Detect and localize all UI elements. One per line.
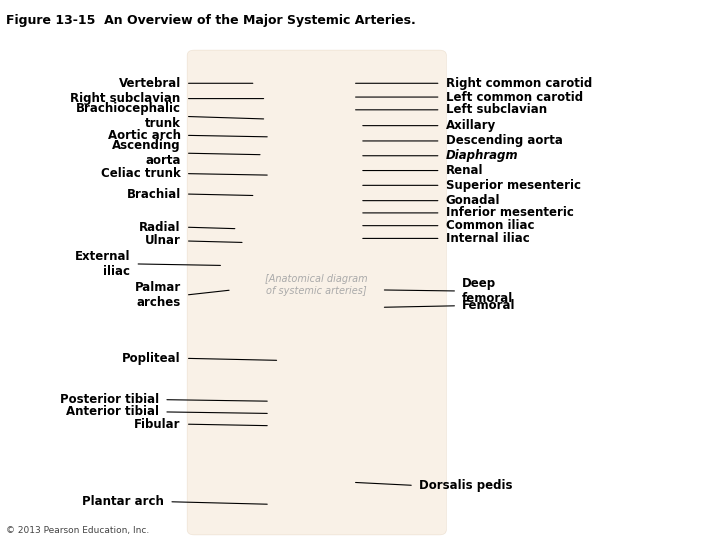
Text: Ulnar: Ulnar: [145, 234, 181, 247]
Text: Popliteal: Popliteal: [122, 352, 181, 365]
Text: © 2013 Pearson Education, Inc.: © 2013 Pearson Education, Inc.: [6, 526, 149, 535]
Text: [Anatomical diagram
of systemic arteries]: [Anatomical diagram of systemic arteries…: [266, 274, 368, 296]
Text: Anterior tibial: Anterior tibial: [66, 406, 159, 419]
Text: Diaphragm: Diaphragm: [446, 149, 518, 162]
Text: Plantar arch: Plantar arch: [82, 495, 164, 508]
Text: External
iliac: External iliac: [75, 250, 130, 278]
Text: Descending aorta: Descending aorta: [446, 134, 562, 147]
Text: Left subclavian: Left subclavian: [446, 103, 546, 116]
Text: Palmar
arches: Palmar arches: [135, 281, 181, 309]
Text: Vertebral: Vertebral: [119, 77, 181, 90]
Text: Common iliac: Common iliac: [446, 219, 534, 232]
Text: Ascending
aorta: Ascending aorta: [112, 139, 181, 167]
Text: Gonadal: Gonadal: [446, 194, 500, 207]
Text: Deep
femoral: Deep femoral: [462, 277, 513, 305]
Text: Internal iliac: Internal iliac: [446, 232, 529, 245]
Text: Left common carotid: Left common carotid: [446, 91, 582, 104]
Text: Fibular: Fibular: [134, 417, 181, 431]
Text: Superior mesenteric: Superior mesenteric: [446, 179, 581, 192]
Text: Brachial: Brachial: [127, 187, 181, 200]
Text: Axillary: Axillary: [446, 119, 496, 132]
Text: Posterior tibial: Posterior tibial: [60, 393, 159, 406]
Text: Right common carotid: Right common carotid: [446, 77, 592, 90]
Text: Inferior mesenteric: Inferior mesenteric: [446, 206, 574, 219]
Text: Right subclavian: Right subclavian: [71, 92, 181, 105]
Text: Brachiocephalic
trunk: Brachiocephalic trunk: [76, 103, 181, 131]
Text: Renal: Renal: [446, 164, 483, 177]
Text: Femoral: Femoral: [462, 299, 516, 312]
Text: Celiac trunk: Celiac trunk: [101, 167, 181, 180]
Text: Aortic arch: Aortic arch: [108, 129, 181, 142]
Text: Dorsalis pedis: Dorsalis pedis: [419, 479, 513, 492]
Text: Radial: Radial: [139, 221, 181, 234]
FancyBboxPatch shape: [187, 50, 446, 535]
Text: Figure 13-15  An Overview of the Major Systemic Arteries.: Figure 13-15 An Overview of the Major Sy…: [6, 14, 415, 28]
